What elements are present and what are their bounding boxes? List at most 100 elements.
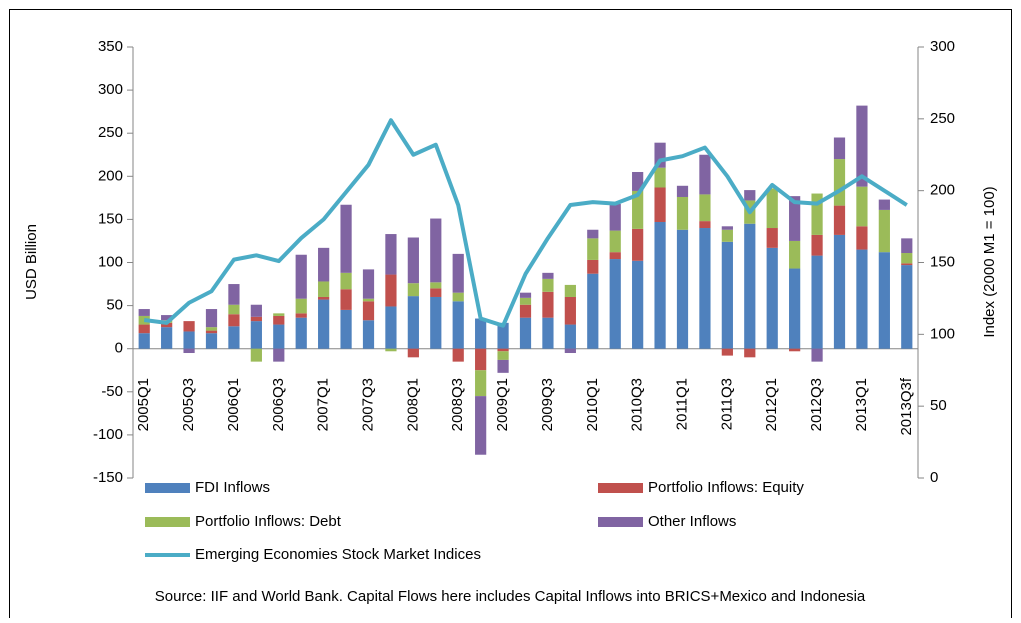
x-tick-label: 2008Q3 (449, 378, 466, 431)
bar-segment (205, 330, 218, 334)
bar-segment (833, 205, 846, 235)
x-tick-label: 2012Q1 (763, 378, 780, 431)
bar-segment (250, 348, 262, 362)
bar-segment (318, 247, 330, 282)
bar-segment (183, 331, 195, 349)
y-tick-label: -100 (93, 426, 123, 443)
y2-tick-label: 100 (930, 325, 955, 342)
bar-segment (766, 247, 778, 349)
y2-tick-label: 200 (930, 182, 955, 199)
y-tick-label: 100 (98, 253, 123, 270)
bar-segment (228, 284, 240, 305)
bar-segment (632, 190, 644, 229)
y2-tick-label: 0 (930, 469, 938, 486)
bar-segment (273, 315, 285, 325)
bar-segment (161, 327, 173, 349)
bar-segment (475, 370, 487, 397)
y-tick-label: 0 (115, 340, 123, 357)
bar-segment (407, 348, 419, 358)
bar-segment (138, 309, 150, 316)
bar-segment (878, 209, 890, 253)
bar-segment (587, 273, 599, 349)
bar-segment (721, 241, 733, 349)
bar-segment (385, 274, 397, 307)
y-tick-label: -150 (93, 469, 123, 486)
y-axis-label: USD Billion (23, 224, 40, 300)
bar-segment (654, 142, 666, 168)
bar-segment (407, 237, 419, 284)
bar-segment (318, 281, 330, 297)
bar-segment (609, 203, 621, 231)
x-tick-label: 2009Q3 (539, 378, 556, 431)
bar-segment (340, 309, 352, 349)
bar-segment (362, 269, 375, 299)
bar-segment (811, 255, 823, 349)
bar-segment (475, 318, 487, 349)
bar-segment (564, 284, 576, 297)
bar-segment (228, 304, 240, 315)
y-tick-label: 250 (98, 124, 123, 141)
bar-segment (250, 316, 262, 322)
bar-segment (205, 309, 218, 328)
bar-segment (519, 297, 532, 305)
bar-segment (744, 348, 756, 358)
bar-segment (564, 324, 576, 349)
bar-segment (318, 299, 330, 349)
x-tick-label: 2006Q3 (270, 378, 287, 431)
bar-segment (789, 268, 801, 349)
bar-segment (519, 292, 532, 298)
bar-segment (273, 313, 285, 316)
bar-segment (452, 253, 464, 293)
bar-segment (273, 324, 285, 349)
bar-segment (766, 188, 778, 229)
legend-swatch (145, 483, 190, 493)
bar-segment (362, 301, 375, 321)
bar-segment (587, 238, 599, 260)
bar-segment (205, 333, 218, 349)
bar-segment (385, 234, 397, 275)
bar-segment (654, 221, 666, 349)
bar-segment (587, 229, 599, 239)
bar-segment (250, 304, 262, 317)
bar-segment (295, 317, 307, 349)
bar-segment (340, 272, 352, 290)
bar-segment (654, 167, 666, 188)
bar-segment (273, 348, 285, 362)
bar-segment (161, 322, 173, 328)
x-tick-label: 2010Q3 (629, 378, 646, 431)
bar-segment (789, 348, 801, 352)
bar-segment (362, 298, 375, 302)
bar-segment (542, 278, 554, 292)
bar-segment (856, 249, 868, 349)
bar-segment (295, 313, 307, 318)
y2-tick-label: 150 (930, 253, 955, 270)
bar-segment (789, 196, 801, 241)
bar-segment (901, 238, 913, 254)
bar-segment (654, 187, 666, 222)
index-line (143, 118, 908, 328)
bar-segment (721, 226, 733, 230)
bar-segment (205, 327, 218, 331)
bar-segment (721, 348, 733, 356)
y-tick-label: 200 (98, 167, 123, 184)
bar-segment (609, 259, 621, 349)
y2-tick-label: 50 (930, 397, 947, 414)
bar-segment (609, 252, 621, 260)
bar-segment (811, 348, 823, 362)
bar-segment (542, 317, 554, 349)
bar-segment (833, 159, 846, 206)
bar-segment (789, 240, 801, 269)
x-tick-label: 2013Q1 (853, 378, 870, 431)
x-tick-label: 2012Q3 (808, 378, 825, 431)
y-tick-label: 50 (106, 297, 123, 314)
x-tick-label: 2009Q1 (494, 378, 511, 431)
bar-segment (183, 321, 195, 332)
bar-segment (564, 296, 576, 325)
bar-segment (430, 296, 442, 349)
bar-segment (497, 348, 509, 352)
legend-label: FDI Inflows (195, 479, 270, 496)
bar-segment (811, 234, 823, 256)
bar-segment (475, 348, 487, 371)
